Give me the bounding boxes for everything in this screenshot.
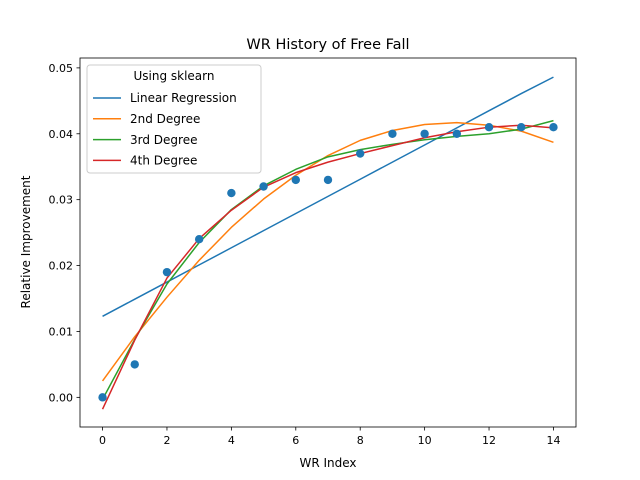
legend-label-3: 4th Degree xyxy=(130,154,197,168)
data-point xyxy=(227,188,236,198)
data-point xyxy=(356,149,365,158)
legend-box xyxy=(86,64,262,174)
series-line-3 xyxy=(101,124,554,410)
y-tick-label: 0.03 xyxy=(49,194,74,207)
data-point xyxy=(484,122,494,132)
legend-title: Using sklearn xyxy=(133,69,214,83)
legend-label-2: 3rd Degree xyxy=(130,133,197,147)
y-tick-label: 0.04 xyxy=(49,128,74,141)
x-tick-label: 6 xyxy=(292,434,299,447)
legend: Using sklearn Linear Regression 2nd Degree… xyxy=(86,64,262,174)
axes-frame xyxy=(79,57,577,428)
x-axis-label: WR Index xyxy=(299,456,356,470)
data-point xyxy=(130,360,139,369)
x-tick-label: 2 xyxy=(163,434,170,447)
x-tick-label: 8 xyxy=(357,434,364,447)
plot-area xyxy=(98,76,558,410)
y-tick-label: 0.02 xyxy=(49,260,74,273)
data-point xyxy=(259,182,268,191)
data-point xyxy=(291,175,300,185)
x-tick-label: 12 xyxy=(482,434,496,447)
data-point xyxy=(549,122,558,132)
x-tick-label: 4 xyxy=(228,434,235,447)
x-tick-label: 14 xyxy=(546,434,560,447)
legend-label-1: 2nd Degree xyxy=(130,112,200,126)
series-line-2 xyxy=(101,119,554,400)
data-point xyxy=(323,175,333,185)
y-tick-label: 0.01 xyxy=(49,325,74,338)
legend-label-0: Linear Regression xyxy=(130,91,237,105)
data-point xyxy=(388,129,397,138)
series-line-0 xyxy=(102,76,554,317)
data-point xyxy=(452,129,462,138)
axes: 0 2 4 6 8 10 12 14 0.00 0.01 0.02 0.03 0.04 0.05 xyxy=(49,57,577,447)
y-axis-label: Relative Improvement xyxy=(19,175,33,308)
y-tick-label: 0.05 xyxy=(49,62,74,75)
data-point xyxy=(98,393,107,402)
data-point xyxy=(162,267,172,277)
x-tick-label: 10 xyxy=(418,434,432,447)
data-point xyxy=(194,235,204,244)
x-tick-label: 0 xyxy=(99,434,106,447)
chart-title: WR History of Free Fall xyxy=(246,37,409,53)
data-point xyxy=(420,129,429,138)
series-line-1 xyxy=(101,121,554,382)
y-tick-label: 0.00 xyxy=(49,391,74,404)
data-point xyxy=(517,122,526,132)
